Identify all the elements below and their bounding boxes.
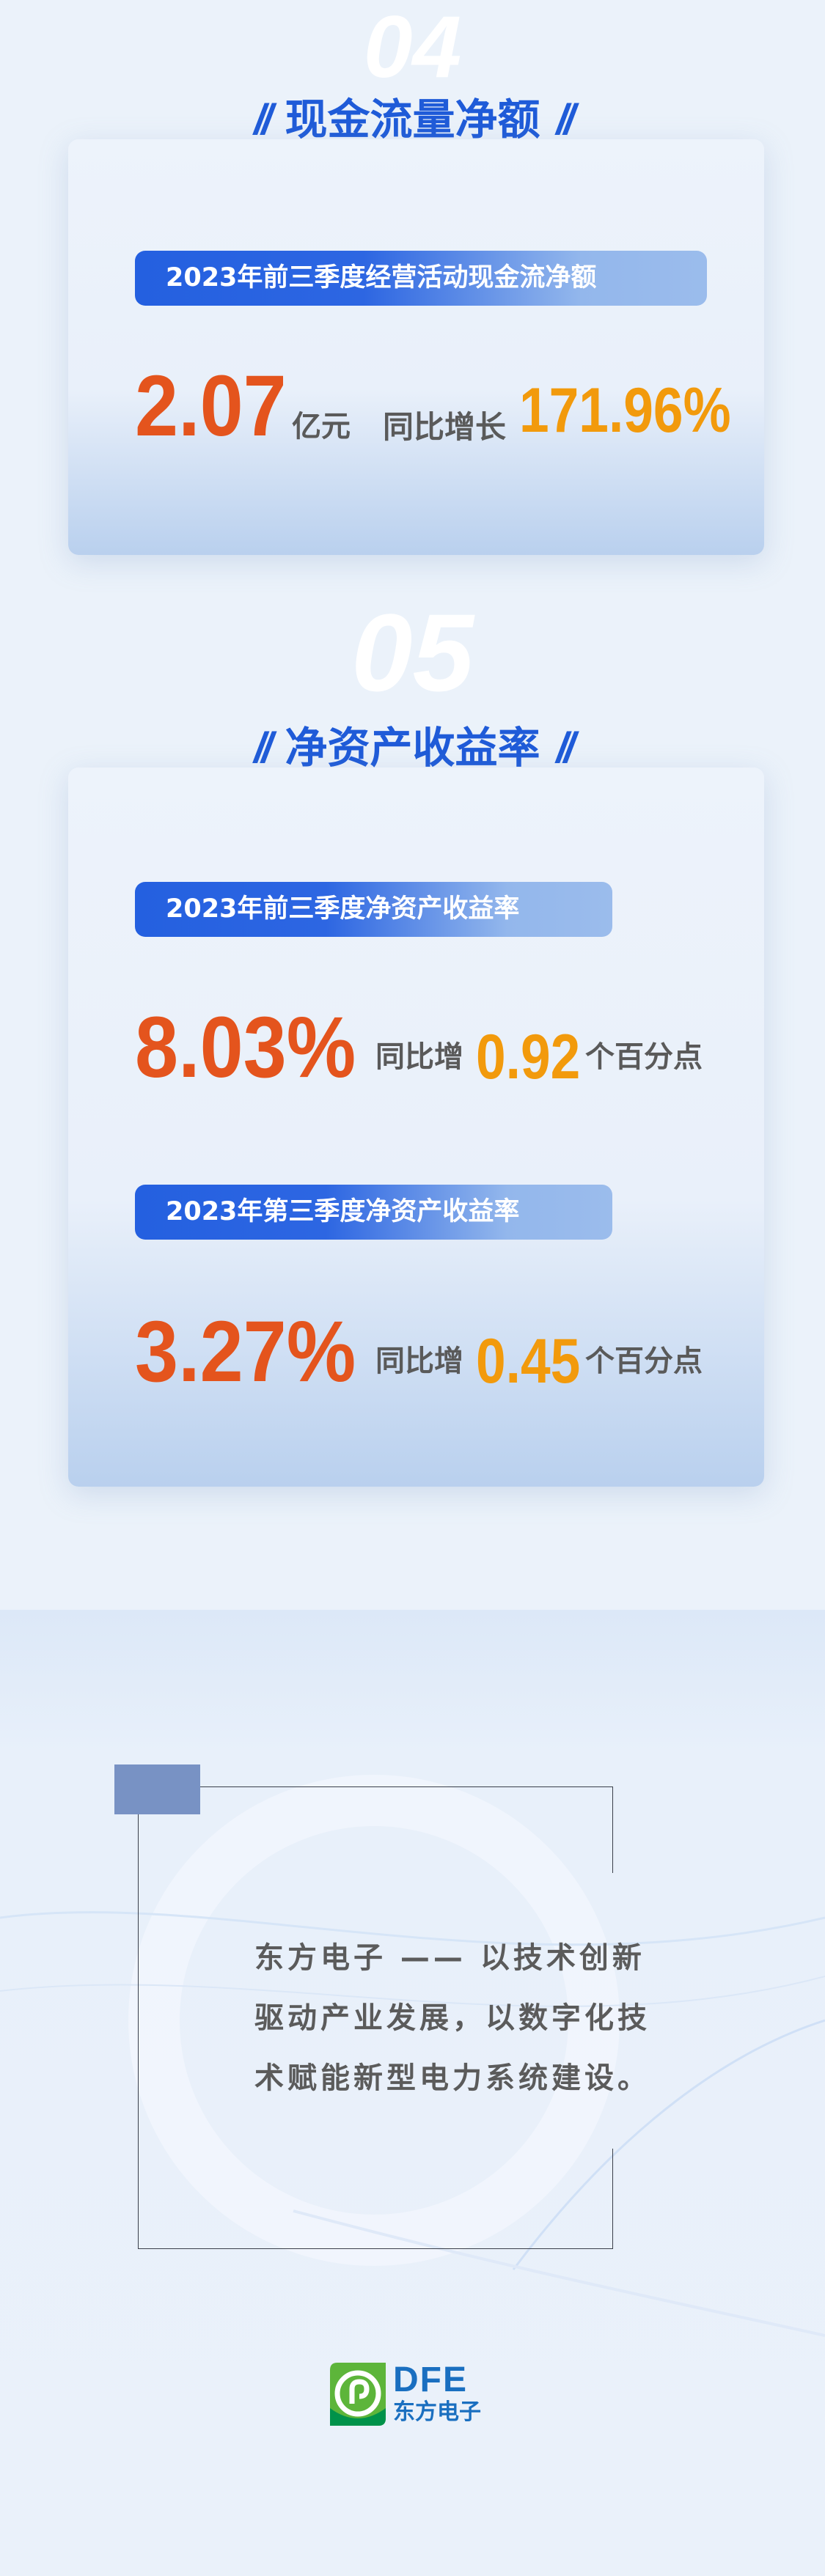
yoy-unit: 个百分点 [585,1344,703,1378]
yoy-label: 同比增长 [383,409,507,445]
roe-card: 2023年前三季度净资产收益率 8.03% 同比增 0.92 个百分点 2023… [68,768,764,1487]
slash-decoration: // [556,724,576,772]
metric-value: 8.03% [135,999,356,1096]
quote-line: 东方电子 —— 以技术创新 [254,1941,645,1975]
closing-quote: 东方电子 —— 以技术创新 驱动产业发展，以数字化技 术赋能新型电力系统建设。 [254,1928,665,2108]
yoy-value: 0.45 [476,1326,581,1396]
section-title-text: 净资产收益率 [285,723,540,773]
yoy-label: 同比增 [375,1344,463,1378]
yoy-label: 同比增 [375,1040,463,1074]
frame-line-bottom [138,2248,613,2249]
cashflow-card: 2023年前三季度经营活动现金流净额 2.07 亿元 同比增长 171.96% [68,139,764,555]
section-number-watermark: 04 [363,0,462,96]
quote-line: 驱动产业发展，以数字化技 [254,2001,650,2035]
company-logo: DFE 东方电子 [330,2363,491,2426]
frame-line-top [200,1786,613,1787]
quote-line: 术赋能新型电力系统建设。 [254,2061,650,2095]
logo-letters: DFE [393,2360,468,2399]
yoy-value: 0.92 [476,1022,581,1092]
slash-decoration: // [556,96,576,144]
frame-accent-square [114,1764,200,1814]
metric-label: 2023年前三季度净资产收益率 [135,882,612,937]
metric-value: 3.27% [135,1303,356,1400]
section-title: //现金流量净额// [0,94,825,146]
frame-line-left [138,1814,139,2249]
metric-value: 2.07 [135,358,287,455]
metric-label: 2023年第三季度净资产收益率 [135,1185,612,1240]
frame-line-right-top [612,1786,613,1873]
section-title: //净资产收益率// [0,722,825,774]
frame-line-right-bottom [612,2149,613,2249]
metric-label: 2023年前三季度经营活动现金流净额 [135,251,707,306]
metric-unit: 亿元 [292,410,351,444]
section-title-text: 现金流量净额 [285,95,540,144]
logo-mark-icon [330,2363,386,2426]
logo-name: 东方电子 [393,2399,481,2425]
yoy-value: 171.96% [519,375,731,446]
section-number-watermark: 05 [351,591,474,714]
slash-decoration: // [254,724,273,772]
slash-decoration: // [254,96,273,144]
wave-decoration [0,1775,825,2337]
yoy-unit: 个百分点 [585,1040,703,1074]
